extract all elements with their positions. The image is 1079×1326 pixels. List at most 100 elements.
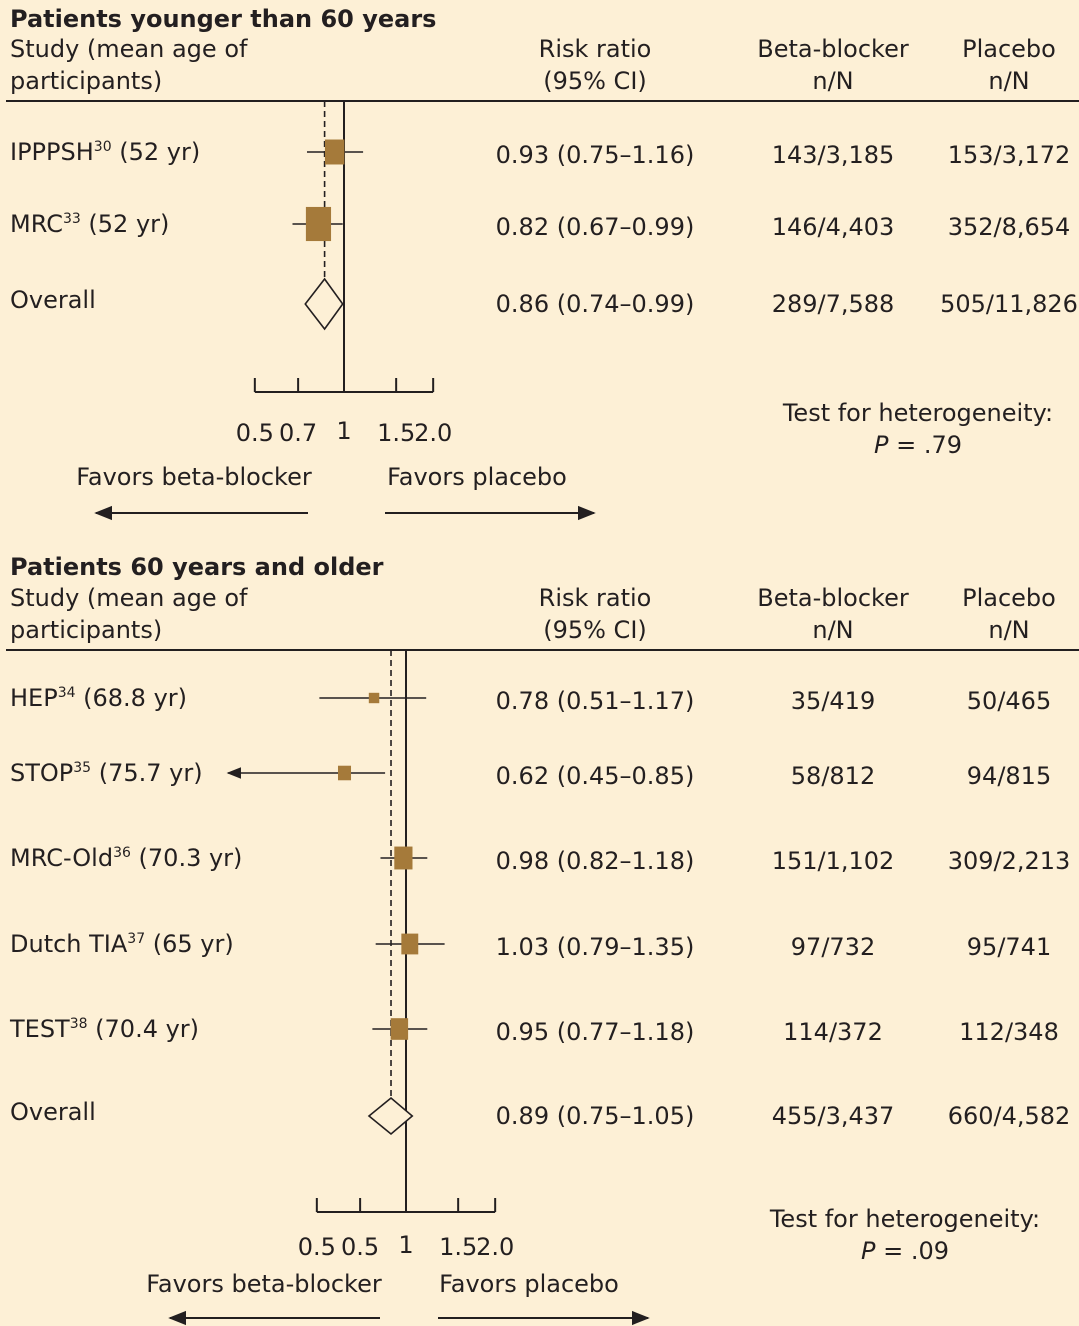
study-age: (70.4 yr): [88, 1015, 200, 1043]
column-header-risk-ratio: (95% CI): [543, 616, 647, 644]
p-symbol: P: [861, 1237, 876, 1265]
placebo-count: 94/815: [967, 762, 1051, 790]
overall-placebo-count: 505/11,826: [940, 290, 1078, 318]
placebo-count: 153/3,172: [948, 141, 1071, 169]
beta-blocker-count: 151/1,102: [772, 847, 895, 875]
column-header-placebo: n/N: [988, 616, 1029, 644]
column-header-beta-blocker: n/N: [812, 67, 853, 95]
overall-risk-ratio: 0.86 (0.74–0.99): [496, 290, 695, 318]
x-tick-label: 2.0: [476, 1233, 514, 1261]
point-estimate-box: [337, 765, 352, 781]
placebo-count: 352/8,654: [948, 213, 1071, 241]
study-name: STOP: [10, 759, 73, 787]
study-age: (65 yr): [145, 930, 234, 958]
favors-placebo-label: Favors placebo: [387, 463, 567, 491]
study-name: TEST: [9, 1015, 70, 1043]
heterogeneity-label: Test for heterogeneity:: [769, 1205, 1040, 1233]
study-label: IPPPSH30 (52 yr): [10, 138, 200, 166]
point-estimate-box: [368, 692, 380, 704]
study-label: MRC33 (52 yr): [10, 210, 169, 238]
x-tick-label: 0.7: [279, 419, 317, 447]
beta-blocker-count: 97/732: [791, 933, 875, 961]
column-header-placebo: Placebo: [962, 584, 1056, 612]
study-name: MRC: [10, 210, 63, 238]
column-header-risk-ratio: Risk ratio: [539, 584, 652, 612]
beta-blocker-count: 58/812: [791, 762, 875, 790]
column-header-study: participants): [10, 67, 162, 95]
study-reference: 34: [58, 685, 76, 701]
study-reference: 33: [63, 211, 81, 227]
study-name: Dutch TIA: [10, 930, 128, 958]
overall-beta-blocker-count: 289/7,588: [772, 290, 895, 318]
beta-blocker-count: 143/3,185: [772, 141, 895, 169]
overall-placebo-count: 660/4,582: [948, 1102, 1071, 1130]
study-name: IPPPSH: [10, 138, 94, 166]
study-age: (52 yr): [81, 210, 170, 238]
study-reference: 35: [73, 760, 91, 776]
beta-blocker-count: 35/419: [791, 687, 875, 715]
risk-ratio-value: 0.62 (0.45–0.85): [496, 762, 695, 790]
heterogeneity-label: Test for heterogeneity:: [782, 399, 1053, 427]
panel-title: Patients younger than 60 years: [10, 5, 436, 33]
placebo-count: 50/465: [967, 687, 1051, 715]
overall-beta-blocker-count: 455/3,437: [772, 1102, 895, 1130]
placebo-count: 112/348: [959, 1018, 1059, 1046]
study-reference: 30: [94, 139, 112, 155]
study-age: (75.7 yr): [91, 759, 203, 787]
placebo-count: 95/741: [967, 933, 1051, 961]
risk-ratio-value: 0.98 (0.82–1.18): [496, 847, 695, 875]
x-tick-label: 0.5: [236, 419, 274, 447]
point-estimate-box: [394, 846, 413, 870]
placebo-count: 309/2,213: [948, 847, 1071, 875]
study-name: MRC-Old: [10, 844, 113, 872]
x-tick-label: 1: [398, 1231, 413, 1259]
study-label: Dutch TIA37 (65 yr): [10, 930, 234, 958]
overall-label: Overall: [10, 1098, 96, 1126]
p-symbol: P: [874, 431, 889, 459]
favors-beta-blocker-label: Favors beta-blocker: [146, 1270, 382, 1298]
risk-ratio-value: 0.95 (0.77–1.18): [496, 1018, 695, 1046]
study-reference: 37: [127, 931, 145, 947]
column-header-risk-ratio: Risk ratio: [539, 35, 652, 63]
p-value: = .09: [875, 1237, 949, 1265]
column-header-study: Study (mean age of: [10, 35, 248, 63]
risk-ratio-value: 0.93 (0.75–1.16): [496, 141, 695, 169]
heterogeneity-p-value: P = .79: [874, 431, 962, 459]
column-header-study: participants): [10, 616, 162, 644]
study-age: (52 yr): [112, 138, 201, 166]
study-age: (70.3 yr): [131, 844, 243, 872]
beta-blocker-count: 146/4,403: [772, 213, 895, 241]
column-header-beta-blocker: Beta-blocker: [757, 584, 909, 612]
point-estimate-box: [305, 206, 332, 242]
column-header-placebo: n/N: [988, 67, 1029, 95]
study-age: (68.8 yr): [76, 684, 188, 712]
favors-beta-blocker-label: Favors beta-blocker: [76, 463, 312, 491]
overall-diamond: [367, 1096, 414, 1136]
p-value: = .79: [888, 431, 962, 459]
column-header-beta-blocker: Beta-blocker: [757, 35, 909, 63]
favors-placebo-label: Favors placebo: [439, 1270, 619, 1298]
heterogeneity-p-value: P = .09: [861, 1237, 949, 1265]
x-tick-label: 2.0: [414, 419, 452, 447]
column-header-placebo: Placebo: [962, 35, 1056, 63]
study-reference: 38: [70, 1016, 88, 1032]
x-tick-label: 1.5: [439, 1233, 477, 1261]
point-estimate-box: [324, 139, 345, 165]
x-tick-label: 0.5: [341, 1233, 379, 1261]
overall-diamond: [304, 277, 344, 331]
overall-label: Overall: [10, 286, 96, 314]
panel-title: Patients 60 years and older: [10, 553, 384, 581]
column-header-risk-ratio: (95% CI): [543, 67, 647, 95]
x-tick-label: 1.5: [377, 419, 415, 447]
risk-ratio-value: 0.78 (0.51–1.17): [496, 687, 695, 715]
forest-panel-2: Patients 60 years and older Study (mean a…: [6, 553, 1079, 1326]
point-estimate-box: [401, 933, 419, 955]
x-tick-label: 0.5: [298, 1233, 336, 1261]
x-tick-label: 1: [336, 417, 351, 445]
study-reference: 36: [113, 845, 131, 861]
study-label: STOP35 (75.7 yr): [10, 759, 203, 787]
risk-ratio-value: 1.03 (0.79–1.35): [496, 933, 695, 961]
study-name: HEP: [10, 684, 58, 712]
